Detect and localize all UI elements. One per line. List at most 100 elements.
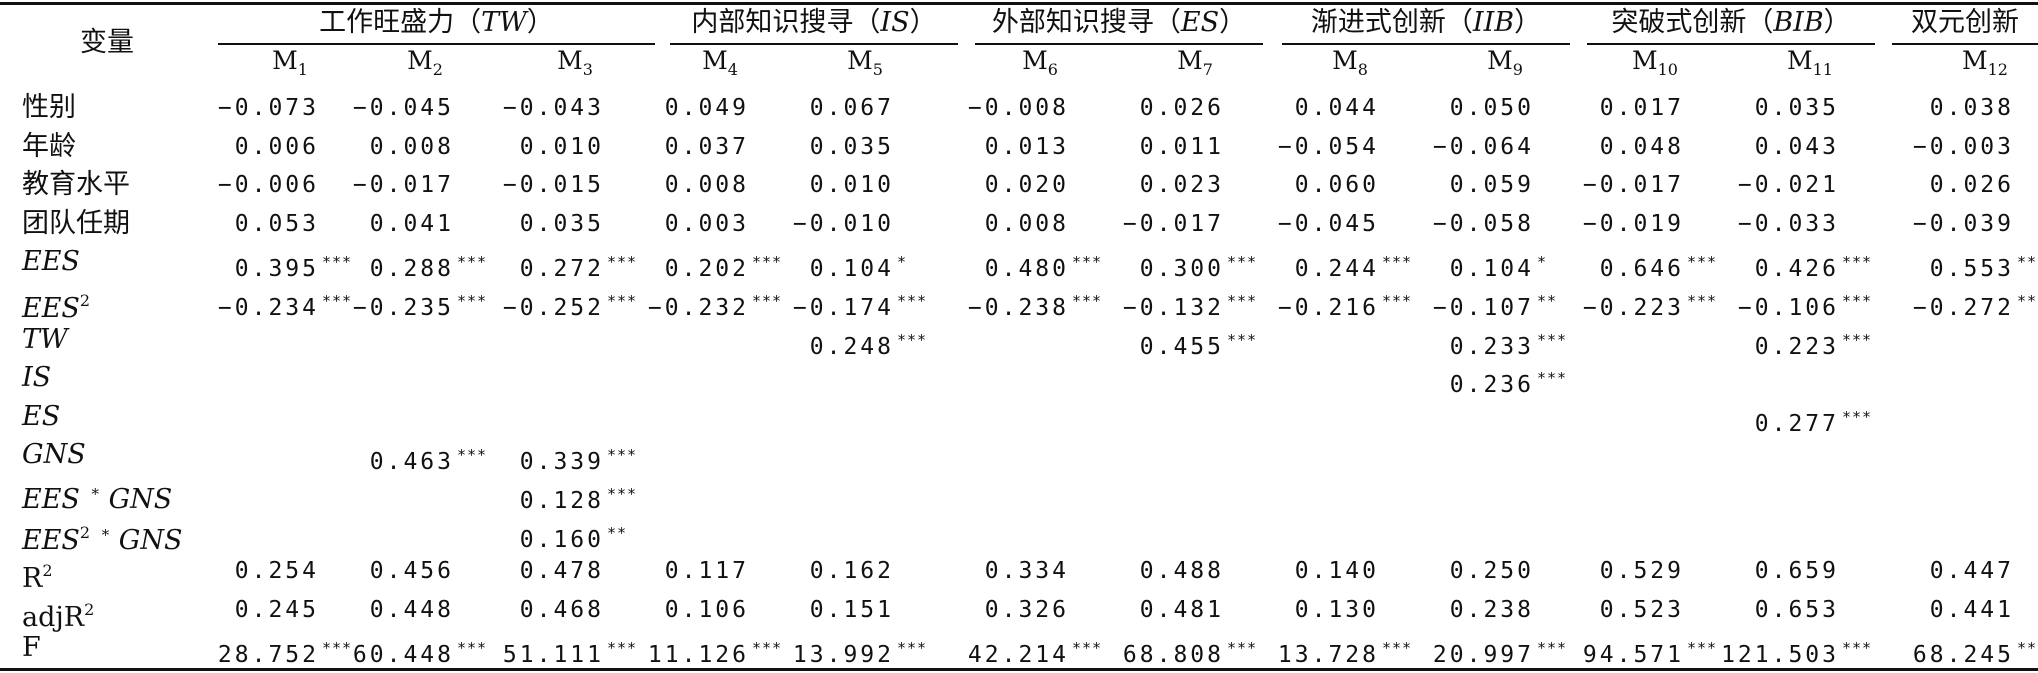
table-cell: 0.151 (809, 596, 894, 623)
table-cell: 11.126 *** (647, 639, 783, 669)
table-cell: 0.060 (1294, 172, 1379, 199)
row-label: R2 (22, 561, 53, 595)
model-header: M4 (702, 46, 738, 79)
table-cell: 0.038 (1929, 95, 2014, 121)
row-label: TW (22, 323, 68, 355)
table-cell: 0.160 ** (519, 523, 628, 553)
table-cell: 0.468 (519, 596, 604, 623)
table-cell: 0.117 (664, 558, 749, 585)
table-cell: −0.073 (217, 95, 319, 121)
table-cell: 0.048 (1599, 133, 1684, 160)
table-cell: 0.529 (1599, 558, 1684, 585)
table-cell: 0.010 (519, 133, 604, 160)
group-rule (1587, 43, 1875, 45)
table-cell: −0.043 (502, 95, 604, 121)
table-cell: −0.238 *** (967, 292, 1103, 321)
table-cell: 0.013 (984, 133, 1069, 160)
group-rule (218, 43, 655, 45)
table-cell: −0.106 *** (1737, 292, 1873, 321)
model-header: M2 (407, 46, 443, 79)
model-header: M10 (1632, 46, 1678, 79)
table-cell: 0.478 (519, 558, 604, 585)
row-label: EES * GNS (22, 484, 173, 515)
table-cell: 0.053 (234, 210, 319, 237)
row-label: 年龄 (22, 130, 76, 162)
table-cell: 13.992 *** (792, 639, 928, 669)
table-cell: −0.054 (1277, 133, 1379, 160)
table-cell: −0.132 *** (1122, 292, 1258, 321)
table-cell: 0.248 *** (809, 330, 928, 360)
table-cell: 0.456 (369, 558, 454, 585)
table-cell: −0.015 (502, 172, 604, 199)
top-rule (0, 2, 2038, 5)
row-label: adjR2 (22, 599, 95, 633)
group-header: 内部知识搜寻（IS） (691, 7, 937, 38)
row-label: EES (22, 246, 80, 278)
row-label: GNS (22, 439, 86, 471)
table-cell: −0.008 (967, 95, 1069, 121)
table-cell: 68.245*** (1912, 639, 2038, 669)
table-cell: −0.216 *** (1277, 292, 1413, 321)
table-cell: 0.006 (234, 133, 319, 160)
table-cell: 0.441 (1929, 596, 2014, 623)
table-cell: −0.232 *** (647, 292, 783, 321)
table-cell: 0.128 *** (519, 485, 638, 514)
table-cell: 0.288 *** (369, 253, 488, 283)
table-cell: 0.026 (1929, 172, 2014, 199)
table-cell: 0.448 (369, 596, 454, 623)
table-cell: 0.646 *** (1599, 253, 1718, 283)
table-cell: 20.997 *** (1432, 639, 1568, 669)
bottom-rule (0, 668, 2038, 671)
row-label: IS (22, 362, 52, 394)
table-cell: 0.010 (809, 172, 894, 199)
table-cell: −0.234 *** (217, 292, 353, 321)
row-label: 性别 (22, 92, 76, 123)
table-cell: −0.272*** (1912, 292, 2038, 321)
table-cell: 60.448 *** (352, 639, 488, 669)
table-cell: 0.480 *** (984, 253, 1103, 283)
group-rule (1282, 43, 1570, 45)
table-cell: −0.039 (1912, 210, 2014, 237)
table-cell: 0.233 *** (1449, 330, 1568, 360)
model-header: M1 (272, 46, 308, 79)
group-rule (1892, 43, 2038, 45)
table-cell: 0.035 (1754, 95, 1839, 121)
table-cell: 28.752 *** (217, 639, 353, 669)
table-cell: 0.455 *** (1139, 330, 1258, 360)
model-header: M8 (1332, 46, 1368, 79)
table-cell: 0.300 *** (1139, 253, 1258, 283)
table-cell: 51.111 *** (502, 639, 638, 669)
table-cell: 0.035 (519, 210, 604, 237)
table-cell: −0.235 *** (352, 292, 488, 321)
group-header: 外部知识搜寻（ES） (991, 7, 1247, 38)
table-cell: 0.037 (664, 133, 749, 160)
table-cell: 0.106 (664, 596, 749, 623)
table-cell: −0.010 (792, 210, 894, 237)
model-header: M11 (1787, 46, 1833, 79)
table-cell: −0.174 *** (792, 292, 928, 321)
table-cell: 0.008 (984, 210, 1069, 237)
table-cell: 0.017 (1599, 95, 1684, 121)
table-cell: 0.250 (1449, 558, 1534, 585)
model-header: M3 (557, 46, 593, 79)
table-cell: 0.041 (369, 210, 454, 237)
table-cell: 0.659 (1754, 558, 1839, 585)
model-header: M12 (1962, 46, 2008, 79)
table-cell: 0.272 *** (519, 253, 638, 283)
table-cell: 0.653 (1754, 596, 1839, 623)
table-cell: 0.447 (1929, 558, 2014, 585)
table-cell: 0.104 * (809, 253, 908, 283)
table-cell: 0.162 (809, 558, 894, 585)
table-cell: −0.107 ** (1432, 292, 1558, 321)
row-label: ES (22, 400, 61, 432)
table-cell: 13.728 *** (1277, 639, 1413, 669)
table-cell: 0.245 (234, 596, 319, 623)
table-cell: 0.339 *** (519, 446, 638, 476)
table-cell: 0.044 (1294, 95, 1379, 121)
row-label: 团队任期 (22, 207, 130, 239)
table-cell: −0.017 (1122, 210, 1224, 237)
table-cell: 0.050 (1449, 95, 1534, 121)
table-cell: −0.003 (1912, 133, 2014, 160)
table-cell: 68.808 *** (1122, 639, 1258, 669)
